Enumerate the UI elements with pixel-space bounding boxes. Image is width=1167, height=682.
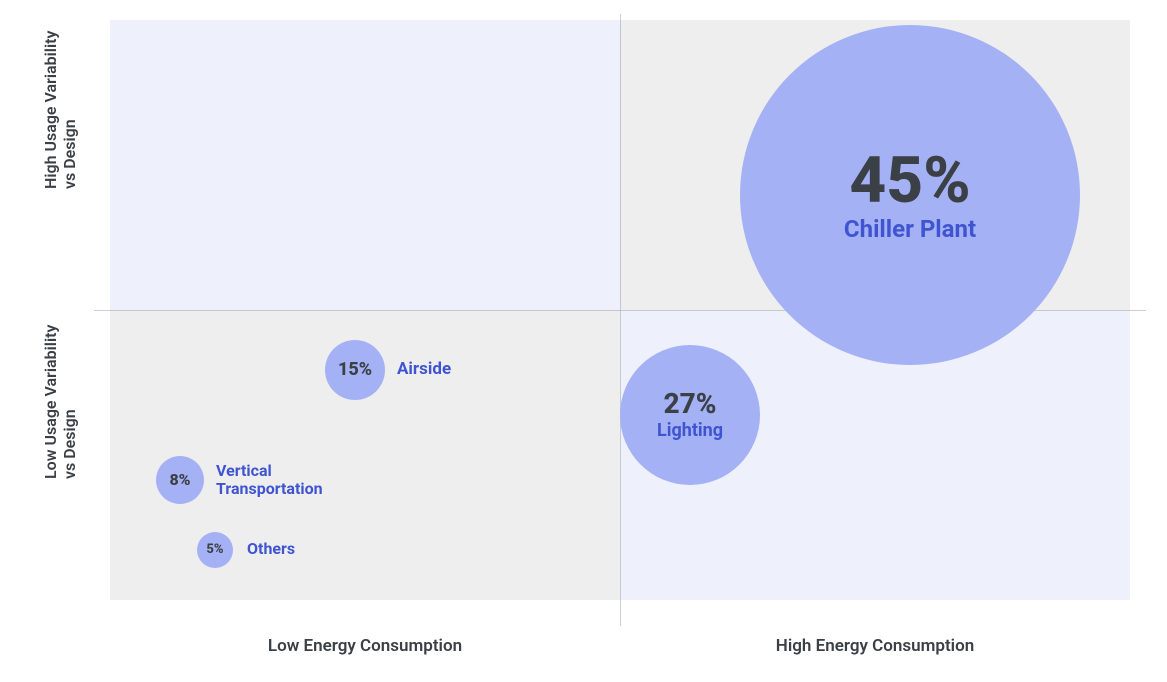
quadrant-bubble-chart: High Usage Variability vs Design Low Usa… [0,0,1167,682]
axis-vertical-line [620,14,621,626]
bubble-label-lighting: Lighting [657,421,723,441]
quadrant-top-left [110,20,620,310]
bubble-label-others: Others [247,540,295,558]
x-axis-label-right: High Energy Consumption [776,636,974,656]
y-axis: High Usage Variability vs Design Low Usa… [0,0,96,600]
bubble-pct-lighting: 27% [663,389,716,418]
y-axis-label-bottom: Low Usage Variability vs Design [41,459,79,479]
bubble-airside: 15% [325,340,385,400]
bubble-pct-vertical-transportation: 8% [169,472,190,489]
bubble-others: 5% [197,532,233,568]
bubble-label-airside: Airside [397,360,451,380]
x-axis: Low Energy Consumption High Energy Consu… [110,620,1130,670]
y-axis-label-top: High Usage Variability vs Design [41,169,79,189]
x-axis-label-left: Low Energy Consumption [268,636,462,656]
bubble-label-vertical-transportation: Vertical Transportation [216,462,323,499]
bubble-label-chiller-plant: Chiller Plant [844,216,976,242]
bubble-pct-airside: 15% [338,361,372,380]
bubble-pct-chiller-plant: 45% [849,147,970,214]
bubble-chiller-plant: 45%Chiller Plant [740,25,1080,365]
bubble-vertical-transportation: 8% [156,456,204,504]
plot-area: 45%Chiller Plant 27% Lighting Airside 15% Ver… [110,20,1130,600]
bubble-pct-others: 5% [206,543,223,557]
bubble-lighting: 27% Lighting [620,345,760,485]
